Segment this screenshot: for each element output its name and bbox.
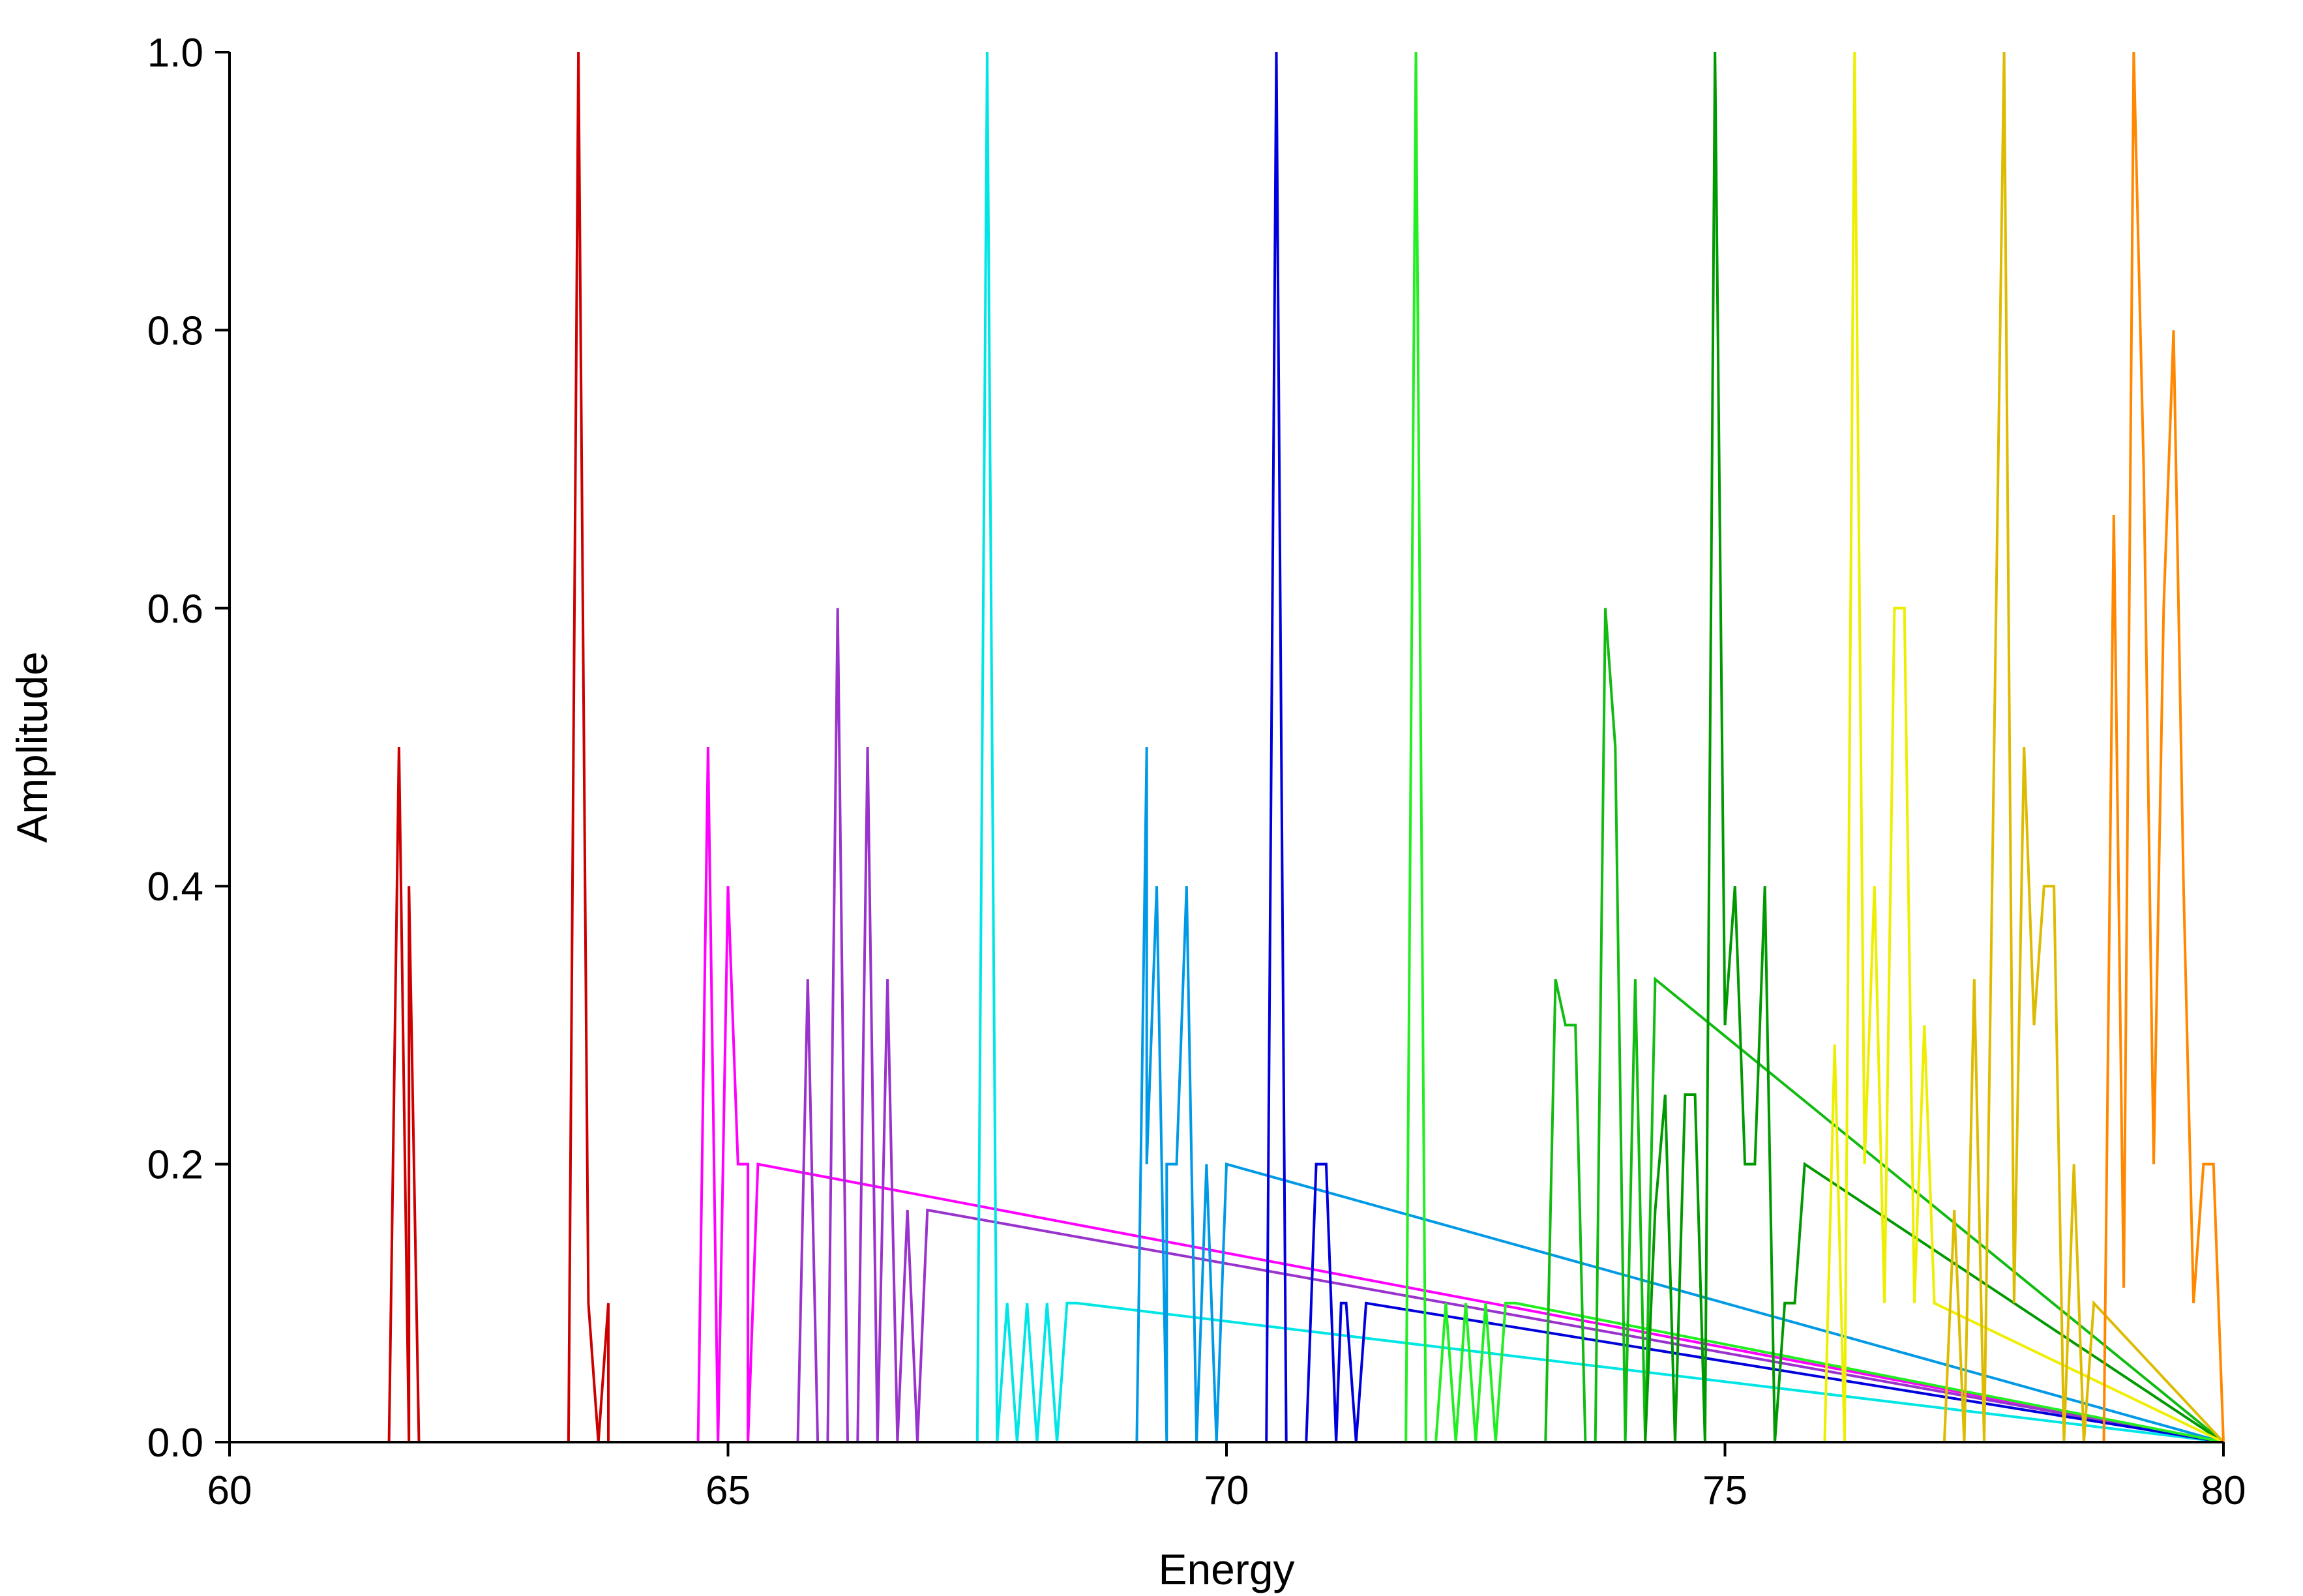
- series-line-4: [230, 52, 2224, 1443]
- series-line-12: [230, 52, 2225, 1443]
- x-tick-label: 80: [2201, 1468, 2246, 1513]
- y-tick-label: 0.6: [147, 587, 203, 632]
- series-line-9: [230, 52, 2225, 1443]
- series-line-11: [230, 52, 2225, 1443]
- x-tick-label: 75: [1702, 1468, 1747, 1513]
- x-tick-label: 60: [207, 1468, 252, 1513]
- y-tick-label: 0.2: [147, 1143, 203, 1188]
- x-tick-label: 70: [1204, 1468, 1249, 1513]
- x-tick-label: 65: [706, 1468, 750, 1513]
- y-tick-label: 1.0: [147, 31, 203, 76]
- y-axis-title: Amplitude: [8, 651, 56, 843]
- series-line-5: [230, 746, 2224, 1443]
- series-line-6: [230, 52, 2224, 1443]
- y-tick-label: 0.4: [147, 864, 203, 909]
- series-line-3: [230, 608, 2224, 1443]
- axes: 0.0 0.2 0.4 0.6 0.8 1.0 60 65 70 75 80: [147, 31, 2246, 1513]
- series-line-2: [230, 746, 2224, 1443]
- y-tick-label: 0.0: [147, 1421, 203, 1466]
- series-line-8: [230, 608, 2225, 1443]
- x-axis-title: Energy: [1158, 1545, 1294, 1593]
- y-tick-label: 0.8: [147, 308, 203, 353]
- series-line-1: [230, 52, 2223, 1443]
- series-layer: [230, 52, 2225, 1443]
- series-line-10: [230, 52, 2224, 1443]
- series-line-7: [230, 52, 2224, 1443]
